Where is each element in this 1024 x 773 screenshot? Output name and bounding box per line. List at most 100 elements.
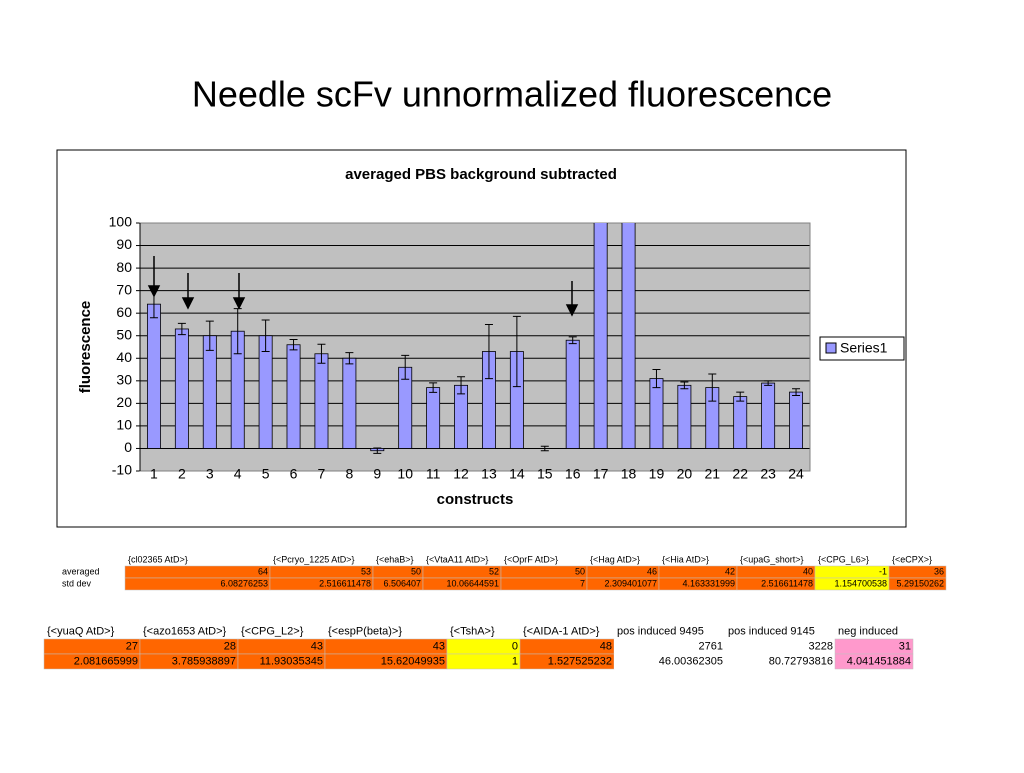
error-bar <box>457 376 466 395</box>
tables: {cl02365 AtD>} {<Pcryo_1225 AtD>} {<ehaB>}… <box>43 554 947 670</box>
table-value: 2.516611478 <box>319 578 371 588</box>
table-header: {<Hag AtD>} <box>590 554 640 564</box>
y-tick-label: 60 <box>116 304 132 320</box>
x-tick-label: 15 <box>537 466 553 482</box>
table-cell <box>725 639 835 654</box>
bar <box>454 384 469 449</box>
y-tick-label: 30 <box>116 372 132 388</box>
table-value: 80.72793816 <box>769 655 833 667</box>
table-value: 1.154700538 <box>834 578 887 588</box>
bar <box>565 339 580 449</box>
error-bar <box>484 323 493 380</box>
table-value: 64 <box>258 566 268 576</box>
table-value: 1.527525232 <box>548 655 612 667</box>
table-value: 2.516611478 <box>761 578 813 588</box>
table-cell <box>834 653 914 670</box>
bar <box>174 328 189 449</box>
table-value: 0 <box>512 640 518 652</box>
error-bar <box>680 381 689 390</box>
bar <box>258 335 273 449</box>
error-bar <box>177 322 186 336</box>
table-header: {<upaG_short>} <box>740 554 804 564</box>
table-value: 42 <box>725 566 735 576</box>
error-bar <box>345 352 354 365</box>
table-cell <box>614 639 725 654</box>
table-header: pos induced 9495 <box>617 625 704 637</box>
table-value: 43 <box>311 640 323 652</box>
x-tick-label: 2 <box>178 466 186 482</box>
x-tick-label: 3 <box>206 466 214 482</box>
arrows <box>147 256 579 317</box>
table-cell <box>446 638 521 655</box>
table-value: 50 <box>411 566 421 576</box>
table-value: 6.08276253 <box>220 578 268 588</box>
y-tick-label: 90 <box>116 236 132 252</box>
bar <box>426 387 441 449</box>
bar <box>761 382 776 449</box>
table-header: neg induced <box>838 625 898 637</box>
table-cell <box>324 638 448 655</box>
error-bar <box>429 382 438 393</box>
y-tick-label: 80 <box>116 259 132 275</box>
x-tick-label: 7 <box>318 466 326 482</box>
chart-title: averaged PBS background subtracted <box>345 166 617 183</box>
error-bar <box>512 315 521 388</box>
table-value: -1 <box>879 566 887 576</box>
table-cell <box>500 577 588 591</box>
table-value: 3.785938897 <box>172 655 236 667</box>
error-bar <box>373 447 382 454</box>
bar <box>314 353 329 449</box>
error-bar <box>233 308 242 355</box>
table-value: 27 <box>126 640 138 652</box>
error-bar <box>568 336 577 345</box>
table-value: 4.041451884 <box>847 655 911 667</box>
x-axis-title: constructs <box>437 491 514 508</box>
y-tick-label: 10 <box>116 417 132 433</box>
error-bar <box>289 339 298 351</box>
table-value: 15.62049935 <box>381 655 445 667</box>
table-header: {<yuaQ AtD>} <box>47 625 115 637</box>
table-cell <box>614 654 725 669</box>
table-cell <box>446 653 521 670</box>
x-tick-label: 13 <box>481 466 497 482</box>
error-bar <box>261 319 270 353</box>
table-value: 3228 <box>809 640 833 652</box>
table-value: 4.163331999 <box>682 578 735 588</box>
x-tick-label: 24 <box>788 466 804 482</box>
y-tick-label: 0 <box>124 439 132 455</box>
slide-title: Needle scFv unnormalized fluorescence <box>192 74 832 115</box>
table-value: 2761 <box>699 640 723 652</box>
x-tick-label: 10 <box>397 466 413 482</box>
table-cell <box>888 577 947 591</box>
table-header: {<Pcryo_1225 AtD>} <box>273 554 355 564</box>
table-value: 5.29150262 <box>896 578 944 588</box>
table-header: pos induced 9145 <box>728 625 815 637</box>
y-axis-title: fluorescence <box>77 301 94 394</box>
table-cell <box>124 565 271 579</box>
error-bar <box>540 445 549 452</box>
table-value: 48 <box>600 640 612 652</box>
table-header: {<CPG_L2>} <box>241 625 304 637</box>
table-value: 11.93035345 <box>260 655 323 667</box>
bar <box>789 391 804 449</box>
legend-frame <box>819 336 905 361</box>
table-value: 7 <box>580 578 585 588</box>
table-header: {<AIDA-1 AtD>} <box>523 625 600 637</box>
table-header: {<eCPX>} <box>892 554 932 564</box>
table-value: 53 <box>361 566 371 576</box>
x-tick-label: 1 <box>150 466 158 482</box>
table-value: 40 <box>803 566 813 576</box>
table-value: 2.309401077 <box>604 578 657 588</box>
error-bar <box>317 343 326 364</box>
bar <box>286 344 301 449</box>
row-label: std dev <box>62 578 92 588</box>
table-cell <box>725 654 835 669</box>
table-value: 10.06644591 <box>446 578 499 588</box>
x-tick-label: 20 <box>677 466 693 482</box>
bar <box>621 223 636 449</box>
table-header: {<OprF AtD>} <box>504 554 558 564</box>
table-value: 1 <box>512 655 518 667</box>
bar <box>649 378 664 449</box>
